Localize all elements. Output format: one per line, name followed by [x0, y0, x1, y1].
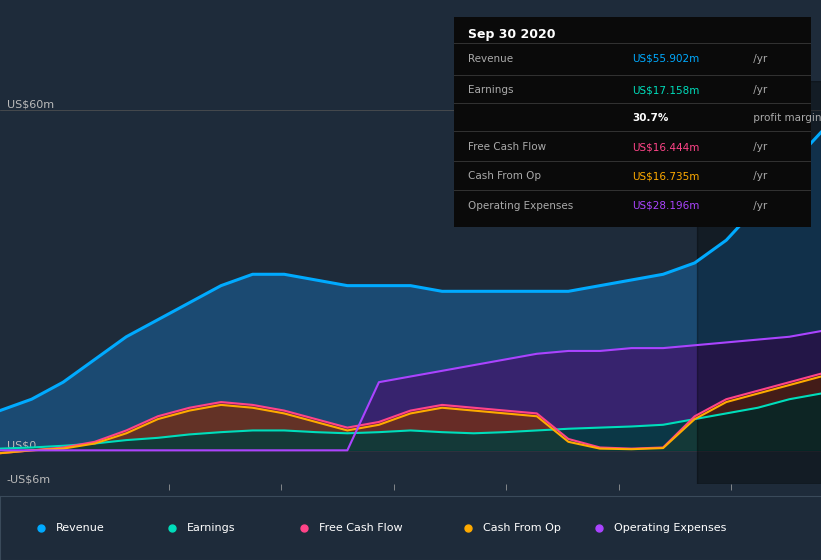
Text: US$55.902m: US$55.902m	[633, 54, 699, 64]
Text: US$17.158m: US$17.158m	[633, 85, 700, 95]
Text: Free Cash Flow: Free Cash Flow	[319, 523, 402, 533]
Text: Operating Expenses: Operating Expenses	[468, 201, 574, 211]
Text: US$16.735m: US$16.735m	[633, 171, 700, 181]
Text: Revenue: Revenue	[468, 54, 513, 64]
Text: US$16.444m: US$16.444m	[633, 142, 700, 152]
Text: Sep 30 2020: Sep 30 2020	[468, 29, 556, 41]
Text: Earnings: Earnings	[187, 523, 236, 533]
Text: /yr: /yr	[750, 142, 768, 152]
Text: Cash From Op: Cash From Op	[468, 171, 541, 181]
Text: /yr: /yr	[750, 171, 768, 181]
Text: 30.7%: 30.7%	[633, 113, 669, 123]
Text: Earnings: Earnings	[468, 85, 514, 95]
Bar	[697, 81, 821, 484]
Text: /yr: /yr	[750, 54, 768, 64]
Text: Operating Expenses: Operating Expenses	[614, 523, 727, 533]
Text: US$60m: US$60m	[7, 100, 53, 110]
Text: -US$6m: -US$6m	[7, 474, 51, 484]
Text: US$28.196m: US$28.196m	[633, 201, 700, 211]
Text: Free Cash Flow: Free Cash Flow	[468, 142, 547, 152]
Text: profit margin: profit margin	[750, 113, 821, 123]
Text: /yr: /yr	[750, 85, 768, 95]
Text: Cash From Op: Cash From Op	[483, 523, 561, 533]
Text: US$0: US$0	[7, 440, 36, 450]
Text: Revenue: Revenue	[56, 523, 104, 533]
Text: /yr: /yr	[750, 201, 768, 211]
